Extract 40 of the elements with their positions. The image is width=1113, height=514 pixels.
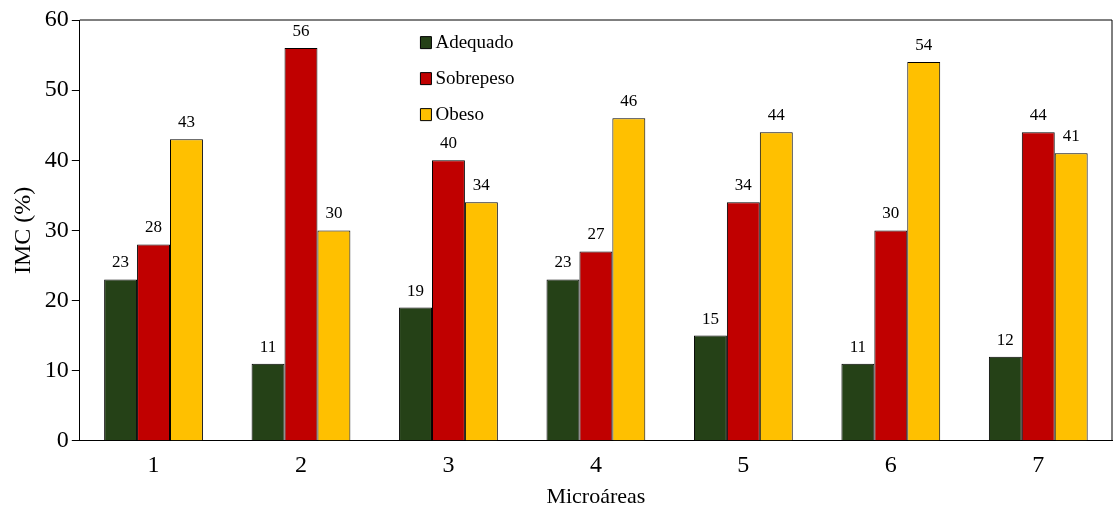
data-label: 27: [587, 224, 605, 244]
y-tick-label: 10: [44, 355, 69, 382]
data-label: 11: [849, 336, 867, 356]
x-tick-label: 4: [589, 451, 602, 478]
data-label: 40: [439, 133, 457, 153]
data-label: 43: [177, 112, 195, 132]
data-label: 46: [620, 91, 638, 111]
data-label: 23: [112, 252, 130, 272]
x-tick-label: 5: [737, 451, 750, 478]
x-tick-label: 7: [1032, 451, 1045, 478]
x-tick-label: 2: [294, 451, 307, 478]
data-label: 34: [472, 175, 491, 195]
y-tick-label: 30: [44, 215, 69, 242]
legend-label: Adequado: [435, 30, 514, 52]
data-label: 30: [882, 203, 900, 223]
y-tick-label: 40: [44, 145, 69, 172]
y-tick-label: 60: [44, 5, 69, 32]
data-label: 30: [325, 203, 343, 223]
data-label: 34: [734, 175, 753, 195]
y-tick-label: 20: [44, 285, 69, 312]
x-tick-label: 3: [442, 451, 455, 478]
y-axis-title: IMC (%): [8, 186, 35, 275]
data-label: 44: [1029, 105, 1048, 125]
legend-label: Sobrepeso: [435, 66, 515, 88]
y-tick-label: 0: [56, 426, 69, 453]
data-label: 19: [407, 280, 425, 300]
data-label: 11: [259, 336, 277, 356]
data-label: 15: [701, 308, 719, 328]
x-axis-title: Microáreas: [546, 482, 646, 508]
data-label: 56: [292, 21, 310, 41]
data-label: 54: [915, 35, 933, 55]
data-label: 28: [145, 217, 163, 237]
data-label: 44: [767, 105, 786, 125]
data-label: 12: [996, 329, 1014, 349]
data-label: 23: [554, 252, 572, 272]
legend-label: Obeso: [435, 102, 484, 124]
x-tick-label: 1: [147, 451, 160, 478]
x-tick-label: 6: [884, 451, 897, 478]
data-label: 41: [1062, 126, 1080, 146]
y-tick-label: 50: [44, 75, 69, 102]
